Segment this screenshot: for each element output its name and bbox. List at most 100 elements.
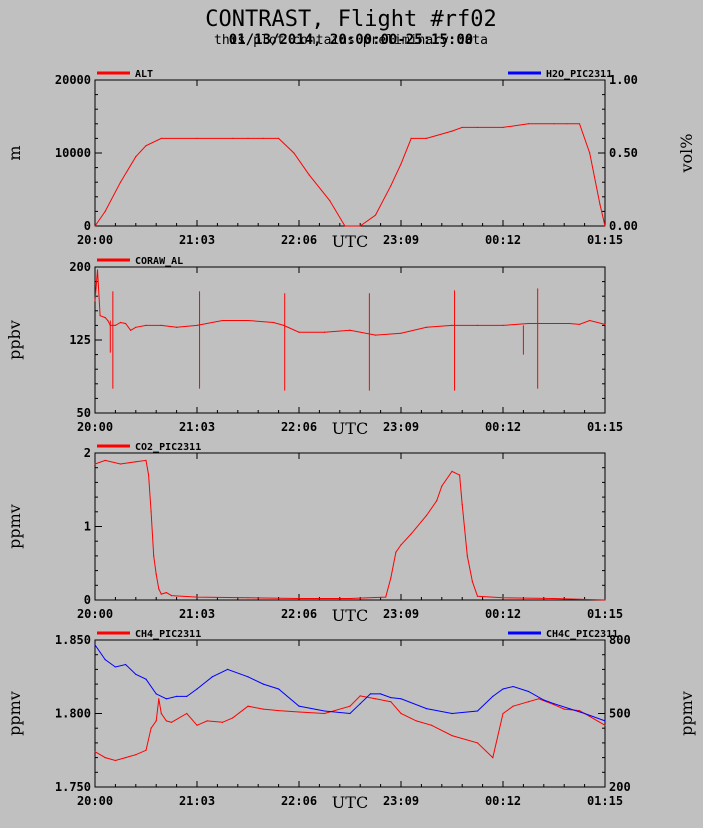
y-tick-label: 20000 — [55, 73, 91, 87]
y-tick-label: 10000 — [55, 146, 91, 160]
data-point — [578, 709, 581, 712]
chart-panel-coraw: 20:00 21:03 22:06 23:09 00:12 01:15 UTC 50 125 20… — [5, 256, 623, 438]
data-point — [400, 712, 402, 715]
x-tick-label: 23:09 — [383, 794, 419, 808]
x-tick-label: 21:03 — [179, 794, 215, 808]
data-point — [125, 322, 127, 325]
data-point — [553, 597, 555, 600]
date-range-label: 01/13/2014, 20:00:00-25:15:00 — [229, 32, 473, 48]
data-point — [94, 300, 96, 302]
page-title: CONTRAST, Flight #rf02 — [205, 7, 496, 32]
data-point — [196, 688, 198, 690]
data-point — [104, 757, 106, 759]
x-tick-label: 00:12 — [485, 794, 521, 808]
series-line-co2-0 — [94, 459, 606, 601]
data-point — [247, 319, 249, 322]
y-axis-label-right: ppmv — [677, 691, 696, 736]
y-right-tick-label: 0.00 — [609, 219, 638, 233]
y-tick-label: 1.750 — [55, 780, 91, 794]
data-point — [459, 474, 461, 476]
data-point — [566, 123, 568, 125]
data-point — [476, 324, 479, 326]
data-point — [114, 324, 116, 326]
x-tick-label: 01:15 — [587, 420, 623, 434]
x-tick-label: 20:00 — [77, 607, 113, 621]
x-tick-label: 20:00 — [77, 233, 113, 247]
x-tick-label: 22:06 — [281, 794, 317, 808]
chart-panel-ch4: 20:00 21:03 22:06 23:09 00:12 01:15 UTC 1.750 1.… — [5, 629, 696, 812]
data-point — [323, 710, 326, 712]
data-point — [589, 715, 591, 718]
chart-panel-co2: 20:00 21:03 22:06 23:09 00:12 01:15 UTC 0 1 2 ppmv… — [5, 442, 623, 625]
series-line-ch4-1 — [94, 644, 606, 722]
data-point — [94, 463, 96, 465]
x-tick-label: 21:03 — [179, 607, 215, 621]
data-point — [436, 500, 438, 502]
data-point — [502, 688, 504, 690]
data-point — [349, 705, 351, 707]
data-point — [119, 463, 122, 465]
x-tick-label: 22:06 — [281, 233, 317, 247]
data-point — [247, 597, 249, 599]
data-point — [114, 759, 116, 762]
data-point — [293, 152, 295, 154]
legend-label: ALT — [135, 69, 153, 80]
plot-frame — [94, 79, 606, 227]
data-point — [119, 321, 122, 324]
y-right-tick-label: 200 — [609, 780, 631, 794]
data-point — [158, 698, 160, 700]
data-point — [153, 555, 155, 557]
data-point — [125, 757, 127, 759]
data-point — [232, 717, 234, 719]
data-point — [147, 474, 150, 476]
data-point — [94, 644, 96, 646]
data-point — [278, 688, 280, 690]
data-point — [451, 712, 453, 715]
data-point — [262, 683, 264, 685]
data-point — [400, 332, 402, 334]
data-point — [476, 126, 479, 129]
data-point — [553, 704, 555, 706]
data-point — [158, 588, 160, 590]
y-axis-label: ppmv — [5, 691, 24, 736]
x-tick-label: 21:03 — [179, 233, 215, 247]
data-point — [283, 324, 285, 326]
data-point — [543, 699, 545, 701]
chart-panel-alt: 20:00 21:03 22:06 23:09 00:12 01:15 UTC 0 10000 2… — [5, 69, 696, 251]
y-axis-label: ppbv — [5, 320, 24, 360]
x-tick-label: 01:15 — [587, 233, 623, 247]
data-point — [329, 199, 331, 202]
data-point — [471, 581, 473, 583]
x-tick-label: 00:12 — [485, 607, 521, 621]
data-point — [272, 321, 275, 324]
series-line-coraw-0 — [94, 269, 606, 336]
data-point — [349, 597, 351, 600]
data-point — [104, 659, 106, 661]
x-tick-label: 20:00 — [77, 794, 113, 808]
data-point — [298, 597, 300, 600]
x-tick-label: 21:03 — [179, 420, 215, 434]
data-point — [390, 185, 392, 187]
data-point — [262, 708, 264, 710]
legend-label-right: H2O_PIC2311 — [546, 69, 612, 80]
y-tick-label: 0 — [84, 219, 91, 233]
x-tick-label: 23:09 — [383, 420, 419, 434]
data-point — [451, 130, 453, 132]
legend-label: CORAW_AL — [135, 256, 183, 267]
data-point — [135, 156, 137, 158]
data-point — [492, 695, 494, 697]
y-right-tick-label: 500 — [609, 707, 631, 721]
x-tick-label: 23:09 — [383, 233, 419, 247]
y-tick-label: 0 — [84, 593, 91, 607]
data-point — [502, 597, 504, 599]
data-point — [415, 720, 417, 722]
data-point — [578, 323, 581, 326]
data-point — [94, 225, 96, 227]
data-point — [323, 331, 326, 333]
y-tick-label: 1 — [84, 520, 91, 534]
data-point — [502, 126, 504, 129]
data-point — [160, 712, 162, 715]
data-point — [584, 712, 586, 715]
data-point — [410, 533, 412, 535]
data-point — [461, 126, 463, 129]
